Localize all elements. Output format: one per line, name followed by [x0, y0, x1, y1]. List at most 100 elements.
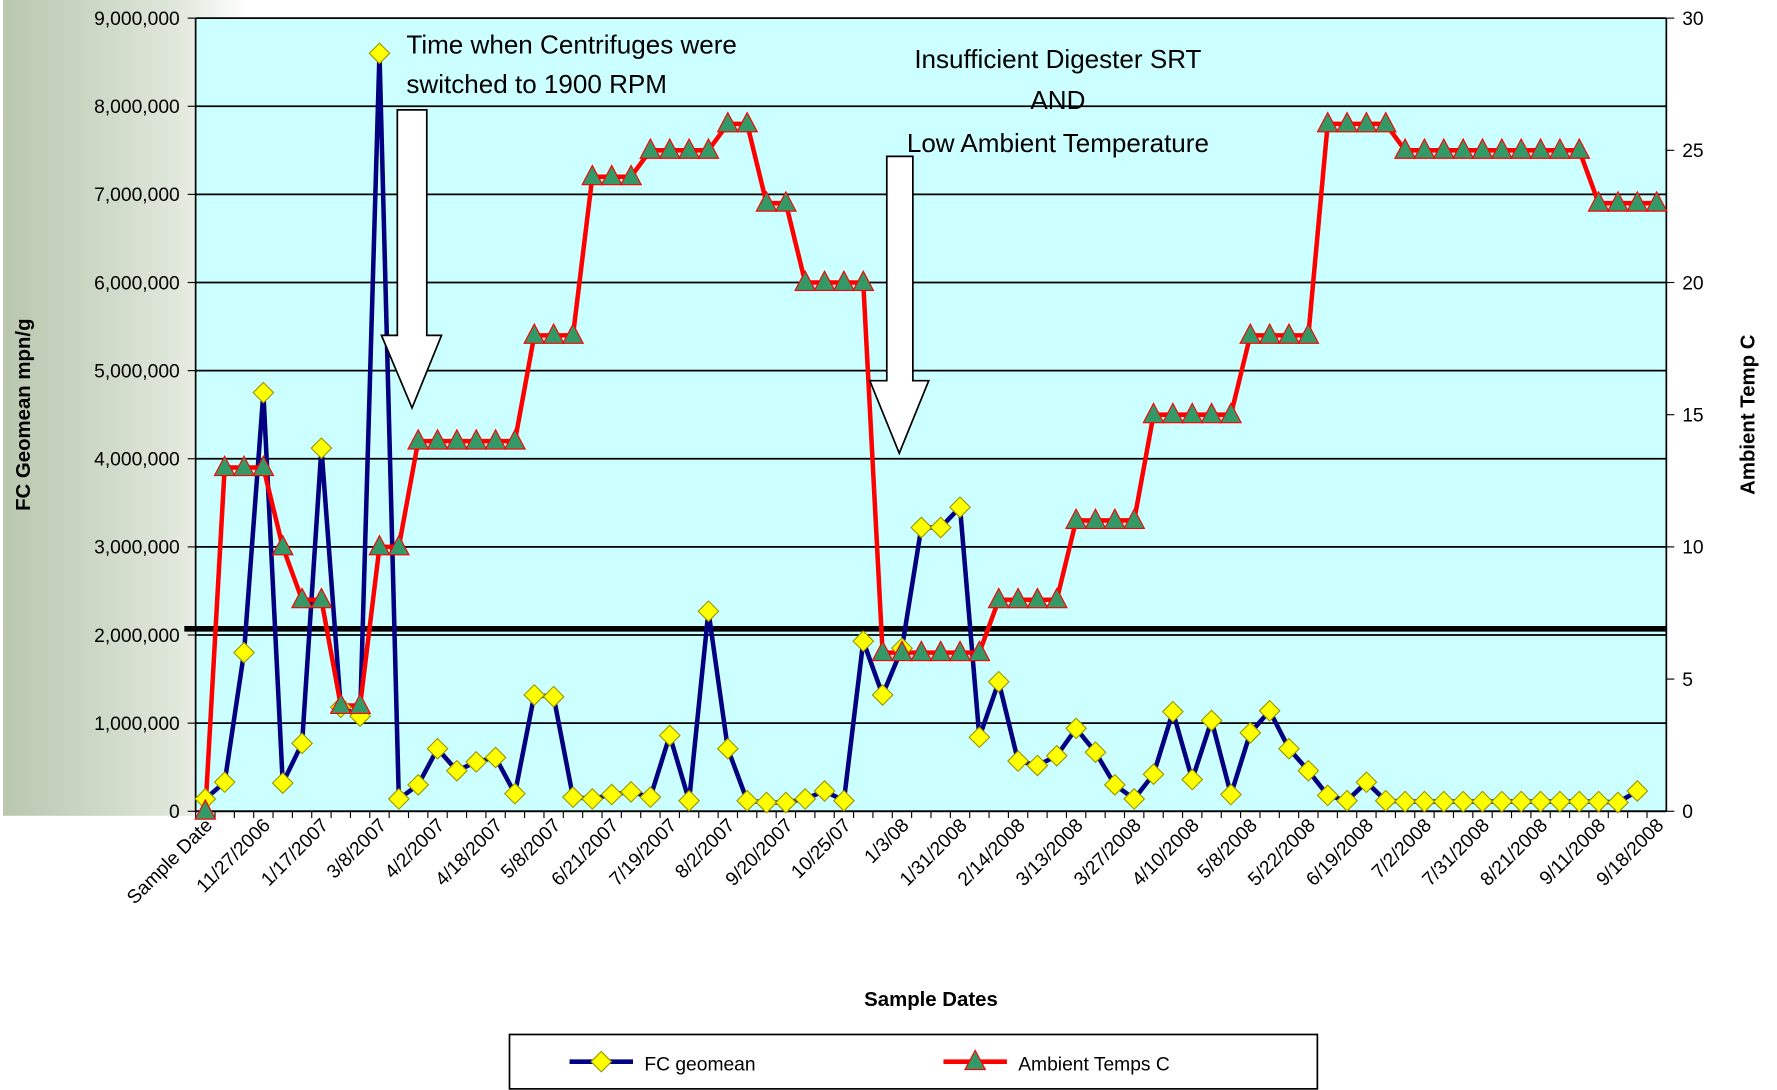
diamond-marker: [310, 437, 333, 460]
triangle-marker: [484, 428, 507, 450]
y-tick-label: 0: [169, 802, 180, 823]
triangle-marker: [1587, 190, 1610, 212]
diamond-marker: [213, 771, 236, 794]
legend-items: FC geomean Ambient Temps C: [569, 1049, 1170, 1076]
triangle-marker: [1413, 137, 1436, 159]
diamond-marker: [503, 782, 526, 805]
arrow: [868, 155, 930, 456]
y2-tick-label: 30: [1682, 9, 1703, 30]
triangle-marker: [348, 692, 372, 715]
diamond-marker: [929, 516, 952, 539]
series-line: [203, 121, 1657, 812]
y-tick-label: 5,000,000: [94, 361, 180, 382]
triangle-marker: [561, 322, 585, 344]
triangle-marker: [290, 587, 314, 609]
triangle-marker: [503, 428, 527, 450]
triangle-marker: [1084, 507, 1107, 529]
diamond-marker: [1510, 790, 1533, 813]
x-tick-label: 10/25/07: [788, 815, 856, 883]
diamond-marker: [1336, 789, 1359, 812]
y-tick-label: 7,000,000: [94, 185, 180, 206]
triangle-marker: [1645, 190, 1668, 212]
triangle-marker: [1026, 587, 1049, 609]
diamond-marker: [987, 670, 1010, 693]
diamond-marker: [620, 780, 643, 803]
triangle-marker: [1123, 507, 1146, 529]
diamond-marker: [1045, 744, 1068, 767]
diamond-marker: [484, 746, 507, 769]
triangle-marker: [252, 455, 275, 477]
diamond-marker: [291, 732, 314, 755]
y2-tick-label: 15: [1682, 405, 1703, 426]
triangle-marker: [310, 587, 333, 609]
triangle-marker: [948, 640, 972, 662]
triangle-marker: [968, 640, 991, 662]
triangle-marker: [1510, 137, 1533, 159]
y-tick-label: 9,000,000: [94, 9, 180, 30]
triangle-marker: [407, 428, 430, 450]
diamond-marker: [1471, 790, 1494, 813]
y-tick-label: 4,000,000: [94, 450, 180, 471]
diamond-marker: [561, 786, 584, 809]
diamond-marker: [252, 381, 275, 404]
x-tick-label: Sample Date: [123, 815, 217, 909]
triangle-marker: [1374, 111, 1397, 133]
diamond-marker: [1568, 790, 1591, 813]
diamond-marker: [1007, 750, 1030, 773]
annotation: AND: [1030, 85, 1085, 115]
diamond-marker: [1374, 789, 1397, 812]
y-tick-label: 2,000,000: [94, 626, 180, 647]
legend-label: FC geomean: [644, 1055, 755, 1076]
diamond-marker: [697, 600, 720, 623]
diamond-marker: [910, 516, 933, 539]
diamond-marker: [658, 724, 681, 747]
diamond-marker: [774, 791, 797, 814]
triangle-marker: [581, 164, 604, 186]
diamond-marker: [871, 683, 894, 706]
diamond-marker: [1026, 754, 1049, 777]
triangle-marker: [1200, 402, 1223, 424]
diamond-marker: [1200, 709, 1223, 732]
y-tick-label: 3,000,000: [94, 538, 180, 559]
triangle-marker: [964, 1049, 987, 1071]
y-tick-label: 6,000,000: [94, 273, 180, 294]
legend-label: Ambient Temps C: [1018, 1055, 1170, 1076]
triangle-marker: [232, 455, 256, 477]
y2-tick-label: 5: [1682, 670, 1693, 691]
y-tick-label: 1,000,000: [94, 714, 180, 735]
y2-tick-label: 25: [1682, 141, 1703, 162]
diamond-marker: [1548, 790, 1571, 813]
diamond-marker: [832, 789, 855, 812]
annotation: Time when Centrifuges were: [406, 29, 737, 59]
triangle-marker: [755, 190, 778, 212]
legend: [508, 1033, 1319, 1090]
triangle-marker: [542, 322, 565, 344]
diamond-marker: [968, 726, 991, 749]
y-axis-title: FC Geomean mpn/g: [13, 318, 35, 510]
diamond-marker: [1452, 790, 1475, 813]
diamond-marker: [1490, 790, 1513, 813]
triangle-marker: [658, 137, 681, 159]
diamond-marker: [1297, 759, 1320, 782]
triangle-marker: [445, 428, 469, 450]
diamond-marker: [1413, 790, 1436, 813]
diamond-marker: [368, 42, 391, 65]
triangle-marker: [852, 269, 875, 292]
triangle-marker: [1316, 111, 1339, 133]
diamond-marker: [1181, 768, 1204, 791]
triangle-marker: [929, 640, 952, 662]
diamond-marker: [1065, 717, 1088, 740]
triangle-marker: [1490, 137, 1513, 159]
y-tick-label: 8,000,000: [94, 97, 180, 118]
diamond-marker: [1142, 763, 1165, 786]
annotation: Low Ambient Temperature: [907, 128, 1209, 158]
x-tick-label: 1/3/08: [861, 815, 914, 868]
diamond-marker: [1606, 791, 1629, 814]
triangle-marker: [1219, 402, 1243, 424]
triangle-marker: [1045, 587, 1068, 609]
x-axis-title: Sample Dates: [864, 989, 998, 1011]
triangle-marker: [1432, 137, 1455, 159]
triangle-marker: [910, 640, 933, 662]
diamond-marker: [755, 791, 778, 814]
diamond-marker: [407, 773, 430, 796]
